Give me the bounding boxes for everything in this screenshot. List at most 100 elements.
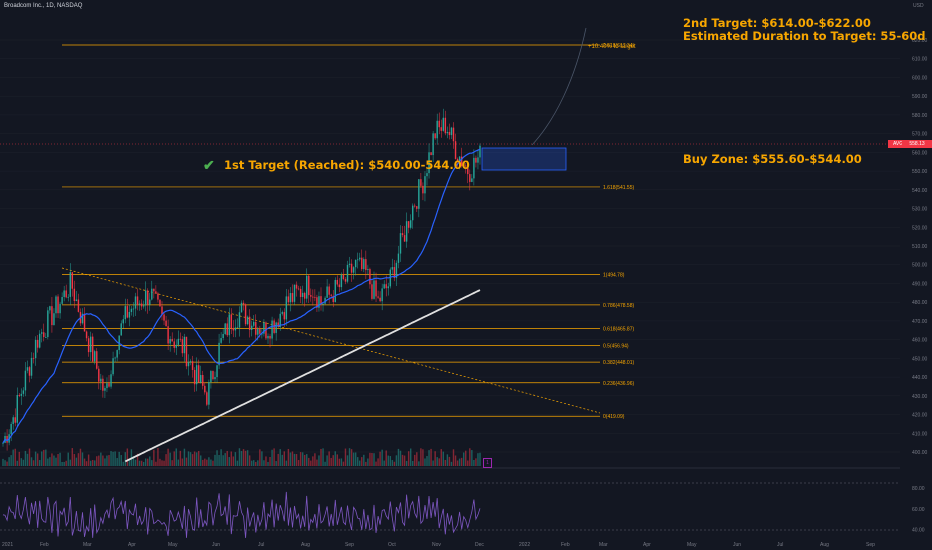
volume-bar [271, 449, 273, 466]
rsi-line [2, 491, 481, 538]
candle-body [261, 333, 263, 335]
volume-bar [144, 458, 147, 466]
volume-bar [261, 451, 263, 466]
volume-bar [169, 452, 171, 466]
volume-badge[interactable]: 1 [483, 458, 492, 468]
volume-bar [94, 460, 96, 466]
time-tick-label: Aug [820, 542, 829, 548]
candle-body [102, 378, 104, 391]
volume-bar [475, 458, 477, 466]
volume-bar [397, 448, 400, 466]
volume-bar [138, 460, 141, 466]
volume-bar [30, 457, 33, 466]
volume-bar [456, 460, 459, 466]
volume-bar [399, 450, 402, 466]
volume-bar [348, 448, 351, 466]
volume-bar [204, 458, 206, 466]
volume-bar [104, 458, 106, 466]
candle-body [338, 284, 341, 288]
price-tick-label: 440.00 [912, 375, 928, 381]
candle-body [283, 312, 286, 320]
price-tick-label: 560.00 [912, 150, 928, 156]
candle-body [414, 205, 416, 207]
volume-bar [69, 459, 71, 466]
candle-body [471, 178, 473, 182]
volume-bar [112, 451, 114, 466]
candle-body [322, 303, 324, 305]
candle-body [191, 361, 194, 370]
volume-bar [363, 454, 365, 466]
first-target-annotation: 1st Target (Reached): $540.00-544.00 [224, 158, 470, 172]
volume-bar [38, 460, 41, 466]
candle-body [334, 279, 336, 303]
candle-body [71, 272, 74, 289]
candle-body [324, 297, 326, 304]
volume-bar [189, 452, 192, 466]
candle-body [354, 259, 357, 268]
volume-bar [167, 448, 169, 466]
candle-body [136, 296, 139, 305]
candle-body [200, 375, 202, 383]
candle-body [89, 336, 92, 353]
candle-body [344, 279, 347, 282]
candle-body [454, 141, 457, 159]
candle-body [161, 306, 163, 315]
ma200-line [124, 289, 481, 463]
volume-bar [248, 455, 251, 466]
candle-body [426, 173, 428, 177]
candle-body [157, 293, 159, 300]
candle-body [118, 335, 120, 351]
time-tick-label: 2021 [2, 542, 13, 548]
volume-bar [381, 449, 383, 466]
candle-body [173, 341, 175, 348]
candle-body [49, 306, 51, 311]
candle-body [122, 319, 124, 324]
volume-bar [181, 458, 184, 466]
candle-body [389, 269, 392, 287]
price-tick-label: 490.00 [912, 281, 928, 287]
candle-body [450, 127, 453, 136]
volume-bar [10, 455, 12, 466]
volume-bar [273, 448, 275, 466]
volume-bar [424, 458, 426, 466]
candle-body [134, 296, 137, 309]
candle-body [45, 337, 47, 338]
candle-body [144, 290, 147, 306]
symbol-title: Broadcom Inc., 1D, NASDAQ [4, 3, 83, 9]
volume-bar [244, 450, 247, 466]
price-tick-label: 400.00 [912, 450, 928, 456]
candle-body [236, 327, 239, 329]
candle-body [67, 296, 69, 298]
candle-body [83, 313, 86, 332]
fib-label: 0.382(448.01) [603, 360, 634, 366]
candle-body [281, 312, 283, 314]
candle-body [297, 288, 300, 290]
candle-body [275, 322, 277, 333]
volume-bar [308, 457, 310, 466]
candle-body [279, 313, 281, 327]
percent-to-target-label: +10.40% to target [588, 44, 636, 50]
volume-bar [65, 460, 67, 466]
volume-bar [75, 457, 78, 466]
volume-bar [265, 456, 267, 466]
time-tick-label: Apr [643, 542, 651, 548]
candle-body [428, 152, 430, 174]
candle-body [61, 297, 63, 304]
volume-bar [193, 451, 196, 466]
candle-body [330, 294, 332, 296]
volume-bar [432, 460, 434, 466]
candle-body [383, 284, 385, 289]
rsi-axis: 40.00 60.00 80.00 [912, 486, 925, 533]
candle-body [153, 288, 155, 292]
candle-body [379, 297, 381, 302]
volume-bar [297, 460, 300, 466]
volume-bar [28, 448, 31, 466]
candle-body [475, 157, 477, 163]
volume-bar [230, 451, 233, 466]
volume-bar [356, 457, 359, 466]
volume-bar [4, 460, 6, 466]
volume-bar [440, 449, 442, 466]
volume-bar [34, 451, 37, 466]
time-tick-label: Jul [258, 542, 264, 548]
